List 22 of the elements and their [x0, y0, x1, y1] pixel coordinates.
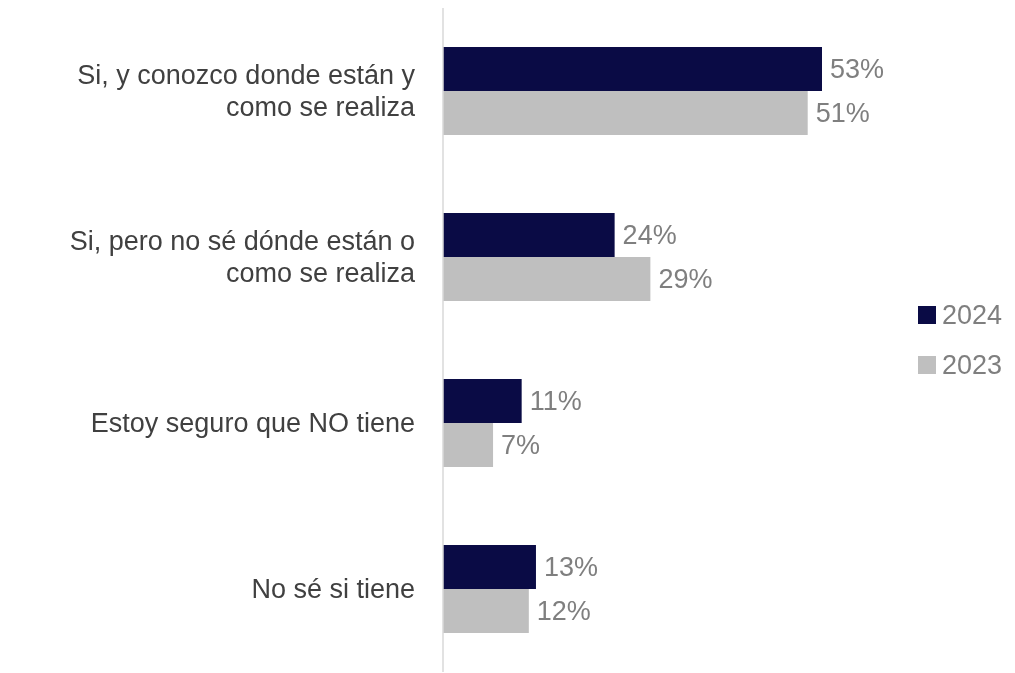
bar: [443, 47, 822, 91]
data-label: 12%: [536, 596, 591, 627]
bar: [443, 213, 615, 257]
legend-label: 2024: [942, 300, 1003, 331]
bar: [443, 423, 494, 467]
data-label: 13%: [543, 552, 599, 583]
bar: [443, 379, 522, 423]
data-label: 29%: [658, 264, 713, 295]
y-tick-label: Si, pero no sé dónde están o como se realiza: [69, 226, 416, 289]
data-label: 53%: [830, 54, 885, 85]
y-tick-label: Estoy seguro que NO tiene: [90, 408, 415, 439]
bar: [443, 589, 529, 633]
y-tick-label: Si, y conozco donde están y como se realiza: [77, 60, 416, 123]
y-tick-label: No sé si tiene: [251, 574, 415, 605]
data-label: 11%: [529, 386, 582, 417]
bar: [443, 91, 808, 135]
bar: [443, 545, 536, 589]
data-label: 24%: [622, 220, 677, 251]
data-label: 7%: [501, 430, 541, 461]
legend-label: 2023: [942, 350, 1003, 381]
data-label: 51%: [815, 98, 870, 129]
bar: [443, 257, 651, 301]
